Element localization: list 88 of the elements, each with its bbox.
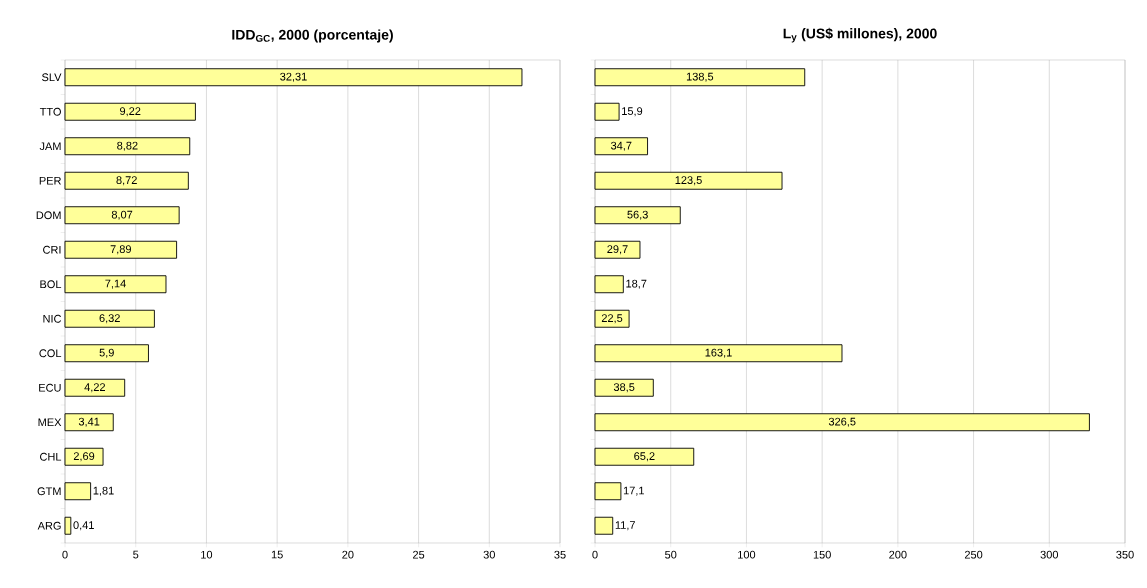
data-label: 0,41: [73, 521, 94, 531]
x-tick-label: 300: [1040, 550, 1059, 559]
data-label: 11,7: [615, 521, 635, 531]
y-tick-label: NIC: [43, 314, 62, 323]
data-label: 3,41: [78, 417, 100, 427]
data-label: 65,2: [634, 452, 655, 462]
data-label: 123,5: [675, 176, 702, 186]
y-tick-label: CHL: [40, 452, 62, 461]
data-label: 163,1: [705, 348, 732, 358]
data-label: 17,1: [623, 486, 644, 496]
bar: [594, 171, 783, 190]
data-label: 6,32: [99, 314, 120, 324]
data-label: 38,5: [613, 383, 635, 393]
x-tick-label: 30: [483, 550, 495, 559]
x-tick-label: 20: [342, 550, 354, 559]
bar: [594, 206, 681, 225]
bar: [64, 240, 178, 259]
x-tick-label: 350: [1116, 550, 1134, 559]
data-label: 32,31: [280, 72, 307, 82]
data-label: 56,3: [627, 210, 648, 220]
data-label: 4,22: [84, 383, 106, 393]
bar: [64, 516, 72, 535]
data-label: 8,82: [117, 141, 138, 151]
data-label: 18,7: [626, 279, 647, 289]
y-tick-label: COL: [39, 349, 62, 358]
chart-title: L$_{y}$ (US$ millones), 2000: [783, 27, 937, 43]
y-tick-label: ECU: [39, 383, 61, 392]
bar: [594, 275, 624, 294]
bar: [64, 68, 523, 87]
data-label: 1,81: [93, 486, 114, 496]
x-tick-label: 35: [554, 550, 566, 559]
data-label: 326,5: [828, 417, 856, 427]
chart-title: IDD$_{GC}$, 2000 (porcentaje): [232, 29, 393, 43]
data-label: 15,9: [622, 107, 643, 117]
bar: [64, 171, 189, 190]
y-tick-label: TTO: [39, 107, 61, 116]
y-tick-label: MEX: [38, 418, 62, 427]
bar: [64, 309, 155, 328]
x-tick-label: 0: [62, 550, 68, 559]
data-label: 5,9: [99, 348, 114, 358]
x-tick-label: 15: [271, 550, 283, 559]
data-label: 138,5: [686, 72, 714, 82]
bar: [594, 102, 620, 121]
bar: [64, 344, 149, 363]
data-label: 7,14: [105, 279, 126, 289]
bar: [64, 482, 92, 501]
x-tick-label: 50: [665, 550, 677, 559]
x-tick-label: 200: [889, 550, 907, 559]
y-tick-label: PER: [39, 176, 61, 185]
data-label: 34,7: [611, 141, 632, 151]
bar: [64, 137, 191, 156]
data-label: 22,5: [601, 314, 623, 324]
data-label: 29,7: [607, 245, 628, 255]
bar: [64, 275, 167, 294]
y-tick-label: BOL: [40, 280, 62, 289]
data-label: 9,22: [120, 107, 141, 117]
bar: [594, 482, 622, 501]
x-tick-label: 5: [133, 550, 139, 559]
data-label: 8,72: [116, 176, 137, 186]
x-tick-label: 25: [413, 550, 425, 559]
bar: [594, 68, 806, 87]
bar: [64, 447, 104, 466]
bar: [594, 344, 843, 363]
y-tick-label: ARG: [37, 521, 61, 530]
y-tick-label: JAM: [39, 142, 61, 151]
bar: [594, 309, 630, 328]
bar: [594, 137, 649, 156]
bar: [594, 516, 614, 535]
bar: [64, 413, 114, 432]
y-tick-label: GTM: [37, 487, 61, 496]
x-tick-label: 150: [813, 550, 831, 559]
bar: [594, 413, 1090, 432]
data-label: 7,89: [110, 245, 131, 255]
bar: [594, 378, 654, 397]
bar: [64, 378, 126, 397]
y-tick-label: SLV: [42, 73, 62, 82]
x-tick-label: 250: [964, 550, 983, 559]
bar: [594, 447, 695, 466]
x-tick-label: 100: [738, 550, 756, 559]
data-label: 8,07: [111, 210, 133, 220]
x-tick-label: 0: [592, 550, 598, 559]
x-tick-label: 10: [201, 550, 213, 559]
bar: [594, 240, 641, 259]
y-tick-label: CRI: [43, 245, 61, 254]
bar: [64, 206, 180, 225]
y-tick-label: DOM: [36, 211, 61, 220]
data-label: 2,69: [73, 452, 95, 462]
bar: [64, 102, 196, 121]
